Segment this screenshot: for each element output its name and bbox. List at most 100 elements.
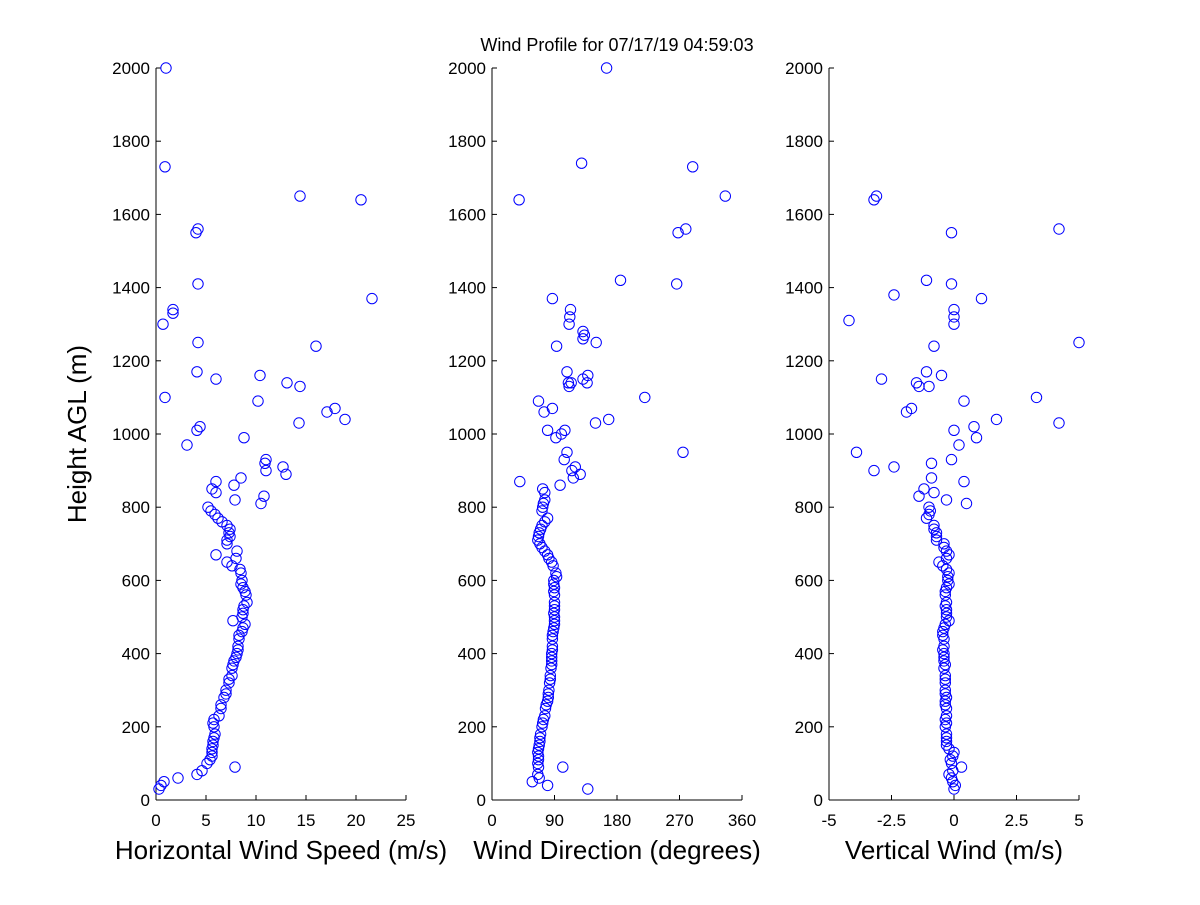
data-point [514, 475, 526, 488]
data-point [943, 743, 955, 755]
data-point [938, 541, 950, 554]
data-point [928, 519, 940, 532]
data-point [923, 380, 935, 393]
data-point [206, 483, 218, 495]
y-tick-label: 1000 [112, 425, 150, 444]
data-point [564, 311, 576, 323]
y-tick-label: 800 [458, 498, 486, 517]
data-point [548, 622, 560, 634]
data-point [1073, 336, 1085, 349]
data-point [933, 556, 945, 568]
data-point [939, 673, 951, 685]
data-point [870, 190, 883, 202]
data-point [172, 772, 184, 784]
data-point [603, 413, 615, 426]
data-point [532, 754, 545, 766]
data-point [939, 589, 951, 601]
data-point [545, 662, 557, 674]
scatter-series [153, 62, 378, 795]
data-point [918, 483, 930, 495]
scatter-series [843, 190, 1085, 795]
y-tick-label: 1800 [112, 132, 150, 151]
data-point [939, 618, 951, 630]
data-point [970, 432, 983, 444]
x-tick-label: 25 [397, 811, 416, 830]
data-point [582, 369, 594, 382]
data-point [940, 596, 953, 609]
data-point [928, 486, 940, 499]
data-point [561, 446, 573, 458]
data-point [237, 607, 249, 619]
data-point [548, 582, 561, 594]
data-point [216, 516, 228, 528]
data-point [532, 743, 545, 755]
y-tick-label: 800 [795, 498, 823, 517]
y-tick-label: 200 [458, 718, 486, 737]
x-tick-label: 20 [347, 811, 366, 830]
x-axis-label: Horizontal Wind Speed (m/s) [115, 835, 447, 865]
data-point [875, 373, 888, 385]
data-point [209, 728, 221, 740]
data-point [949, 779, 961, 792]
data-point [228, 479, 240, 491]
x-tick-label: 0 [151, 811, 160, 830]
data-point [191, 424, 203, 436]
y-axis-label: Height AGL (m) [62, 345, 92, 523]
data-point [548, 604, 561, 616]
data-point [532, 761, 545, 773]
data-point [233, 629, 245, 641]
data-point [680, 223, 692, 235]
data-point [207, 739, 219, 751]
data-point [159, 391, 171, 404]
data-point [948, 424, 960, 436]
data-point [677, 446, 689, 458]
data-point [888, 289, 900, 301]
y-tick-label: 1800 [785, 132, 823, 151]
data-point [238, 600, 250, 612]
data-point [537, 717, 549, 729]
data-point [232, 640, 244, 652]
y-tick-label: 1200 [112, 352, 150, 371]
data-point [930, 530, 943, 543]
x-tick-label: -2.5 [877, 811, 906, 830]
data-point [542, 688, 554, 700]
data-point [221, 538, 233, 550]
data-point [960, 497, 973, 510]
data-point [561, 366, 573, 378]
data-point [543, 684, 555, 696]
y-tick-label: 600 [795, 571, 823, 590]
data-point [913, 490, 925, 502]
data-point [226, 669, 238, 682]
data-point [355, 194, 367, 206]
data-point [532, 395, 545, 407]
data-point [205, 505, 217, 517]
data-point [232, 644, 244, 656]
data-point [939, 669, 951, 682]
data-point [229, 761, 241, 773]
data-point [543, 677, 556, 689]
data-point [277, 461, 289, 473]
data-point [555, 428, 568, 440]
data-point [260, 464, 272, 477]
y-tick-label: 1400 [785, 279, 823, 298]
data-point [546, 658, 558, 671]
data-point [953, 439, 965, 451]
data-point [260, 453, 272, 466]
data-point [534, 735, 546, 748]
data-point [258, 490, 270, 502]
data-point [546, 629, 559, 641]
data-point [940, 494, 953, 506]
data-point [191, 366, 203, 378]
data-point [541, 779, 554, 792]
data-point [850, 446, 863, 458]
y-tick-label: 2000 [112, 59, 150, 78]
data-point [948, 311, 960, 323]
data-point [546, 402, 559, 415]
data-point [215, 702, 227, 715]
data-point [948, 303, 960, 316]
data-point [1053, 223, 1065, 235]
y-tick-label: 400 [122, 645, 150, 664]
data-point [160, 62, 172, 74]
data-point [255, 497, 267, 510]
data-point [167, 307, 179, 319]
